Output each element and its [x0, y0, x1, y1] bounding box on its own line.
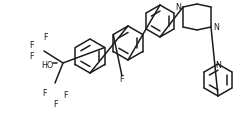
Text: F: F: [53, 100, 57, 109]
Text: N: N: [215, 60, 221, 69]
Text: F: F: [44, 33, 48, 42]
Text: F: F: [30, 52, 34, 61]
Text: F: F: [30, 40, 34, 49]
Text: F: F: [63, 91, 68, 100]
Text: N: N: [175, 3, 181, 12]
Text: HO: HO: [41, 61, 53, 70]
Text: F: F: [120, 74, 124, 83]
Text: N: N: [213, 23, 219, 32]
Text: F: F: [43, 89, 47, 98]
